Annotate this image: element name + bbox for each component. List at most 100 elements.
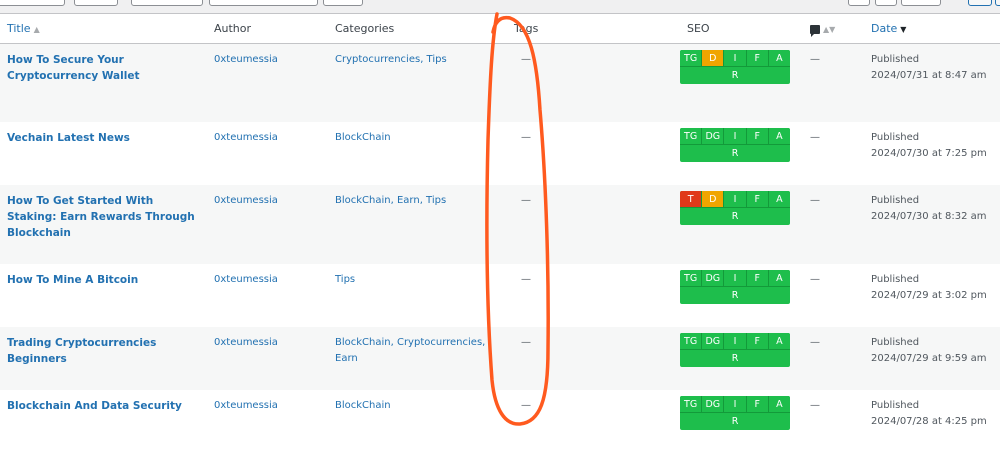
bulk-action-select[interactable] <box>0 0 65 6</box>
seo-check-f: F <box>746 395 769 413</box>
seo-check-r: R <box>731 289 739 301</box>
date-cell: Published 2024/07/29 at 9:59 am <box>871 326 1000 390</box>
next-page-button[interactable] <box>968 0 992 6</box>
tags-cell: — <box>507 43 680 122</box>
column-author: Author <box>214 13 335 44</box>
categories-links[interactable]: BlockChain, Cryptocurrencies, Earn <box>335 326 507 390</box>
seo-check-r: R <box>731 147 739 159</box>
seo-check-f: F <box>746 127 769 145</box>
comment-bubble-icon <box>810 24 820 37</box>
seo-badge[interactable]: TG DG I F A R <box>680 332 790 367</box>
categories-links[interactable]: Cryptocurrencies, Tips <box>335 43 507 122</box>
seo-check-r: R <box>731 210 739 222</box>
categories-links[interactable]: Tips <box>335 273 356 285</box>
sort-desc-icon: ▼ <box>900 25 907 34</box>
first-page-button[interactable] <box>848 0 870 6</box>
seo-badge[interactable]: TG D I F A R <box>680 50 790 84</box>
seo-check-i: I <box>724 127 747 145</box>
seo-check-i: I <box>724 269 747 287</box>
date-header-label: Date <box>871 22 898 35</box>
comments-count: — <box>810 399 820 411</box>
post-title-link[interactable]: How To Secure Your Cryptocurrency Wallet <box>0 43 214 122</box>
post-date: 2024/07/29 at 9:59 am <box>871 352 987 364</box>
author-link[interactable]: 0xteumessia <box>214 184 335 264</box>
post-status: Published <box>871 399 920 411</box>
seo-cell: TG DG I F A R <box>680 390 810 450</box>
post-status: Published <box>871 273 920 285</box>
seo-check-dg: DG <box>702 269 725 287</box>
tags-cell: — <box>507 326 680 390</box>
last-page-button[interactable] <box>995 0 1000 6</box>
post-date: 2024/07/30 at 7:25 pm <box>871 147 987 159</box>
comments-count: — <box>810 273 820 285</box>
table-row: Blockchain And Data Security 0xteumessia… <box>0 390 1000 450</box>
date-filter-select[interactable] <box>131 0 203 6</box>
comments-count: — <box>810 43 871 122</box>
column-seo: SEO <box>680 13 810 44</box>
categories-links[interactable]: BlockChain <box>335 399 391 411</box>
title-header-label: Title <box>7 22 31 35</box>
seo-check-f: F <box>746 269 769 287</box>
column-categories: Categories <box>335 13 507 44</box>
categories-links[interactable]: BlockChain, Earn, Tips <box>335 184 507 264</box>
author-link[interactable]: 0xteumessia <box>214 131 278 143</box>
seo-check-d: D <box>702 50 725 67</box>
prev-page-button[interactable] <box>875 0 897 6</box>
seo-check-i: I <box>724 395 747 413</box>
date-cell: Published 2024/07/29 at 3:02 pm <box>871 264 1000 327</box>
date-cell: Published 2024/07/31 at 8:47 am <box>871 43 1000 122</box>
post-title-link[interactable]: Blockchain And Data Security <box>7 399 182 412</box>
categories-links[interactable]: BlockChain <box>335 131 391 143</box>
page-number-input[interactable] <box>901 0 941 6</box>
post-status: Published <box>871 194 920 206</box>
author-link[interactable]: 0xteumessia <box>214 273 278 285</box>
seo-check-a: A <box>768 190 790 208</box>
post-status: Published <box>871 54 920 65</box>
seo-badge[interactable]: TG DG I F A R <box>680 269 790 304</box>
seo-check-i: I <box>724 50 747 67</box>
post-title-link[interactable]: Vechain Latest News <box>7 131 130 144</box>
seo-cell: TG DG I F A R <box>680 326 810 390</box>
tags-cell: — <box>507 184 680 264</box>
post-title-link[interactable]: How To Mine A Bitcoin <box>7 273 139 286</box>
category-filter-select[interactable] <box>209 0 318 6</box>
date-cell: Published 2024/07/30 at 7:25 pm <box>871 122 1000 185</box>
table-row: Vechain Latest News 0xteumessia BlockCha… <box>0 122 1000 185</box>
tags-cell: — <box>521 399 531 411</box>
post-title-link[interactable]: Trading Cryptocurrencies Beginners <box>0 326 214 390</box>
seo-badge[interactable]: TG DG I F A R <box>680 395 790 430</box>
seo-check-f: F <box>746 50 769 67</box>
seo-check-r: R <box>731 70 739 81</box>
seo-cell: TG D I F A R <box>680 43 810 122</box>
author-link[interactable]: 0xteumessia <box>214 326 335 390</box>
seo-check-d: D <box>702 190 725 208</box>
seo-check-a: A <box>768 395 790 413</box>
apply-button[interactable] <box>74 0 118 6</box>
seo-check-a: A <box>768 127 790 145</box>
post-date: 2024/07/30 at 8:32 am <box>871 210 987 222</box>
seo-check-tg: TG <box>680 50 703 67</box>
tags-cell: — <box>521 273 531 285</box>
seo-check-tg: TG <box>680 127 703 145</box>
seo-check-dg: DG <box>702 395 725 413</box>
column-title[interactable]: Title ▲ <box>0 13 214 44</box>
table-row: How To Get Started With Staking: Earn Re… <box>0 184 1000 264</box>
comments-count: — <box>810 131 820 143</box>
column-tags: Tags <box>507 13 680 44</box>
seo-cell: TG DG I F A R <box>680 122 810 185</box>
seo-check-f: F <box>746 332 769 350</box>
author-link[interactable]: 0xteumessia <box>214 399 278 411</box>
date-cell: Published 2024/07/28 at 4:25 pm <box>871 390 1000 450</box>
seo-badge[interactable]: TG DG I F A R <box>680 127 790 162</box>
column-date[interactable]: Date ▼ <box>871 13 1000 44</box>
seo-check-a: A <box>768 269 790 287</box>
tags-cell: — <box>521 131 531 143</box>
seo-check-a: A <box>768 50 790 67</box>
post-title-link[interactable]: How To Get Started With Staking: Earn Re… <box>0 184 214 264</box>
column-comments[interactable]: ▲▼ <box>810 13 871 44</box>
posts-table: Title ▲ Author Categories Tags SEO ▲▼ Dat… <box>0 13 1000 450</box>
filter-button[interactable] <box>323 0 363 6</box>
author-link[interactable]: 0xteumessia <box>214 43 335 122</box>
